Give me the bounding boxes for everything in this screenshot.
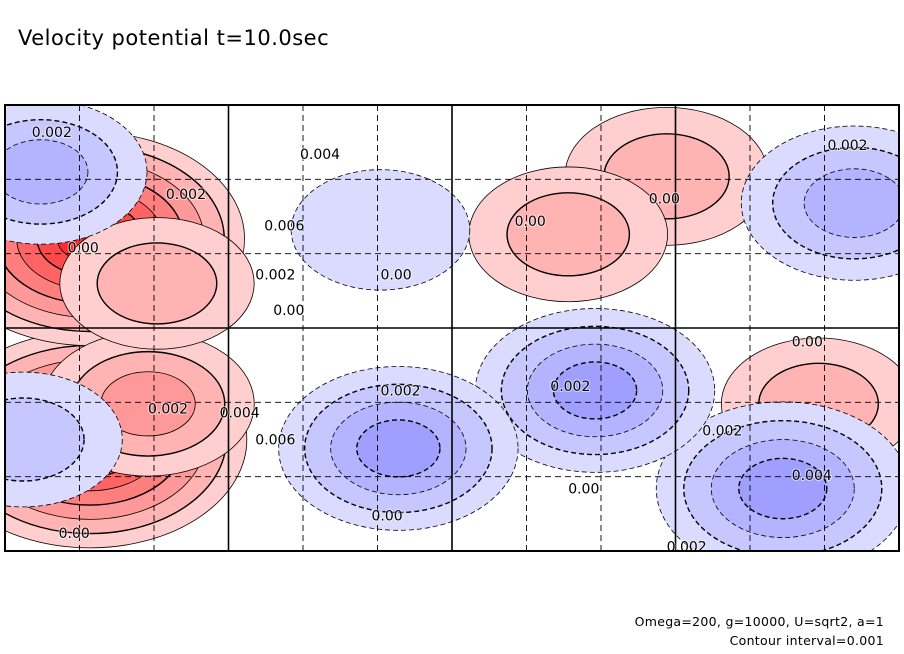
contour-label: 0.00 — [568, 482, 599, 498]
contour-band-negative-12-2 — [5, 397, 85, 482]
chart-title: Velocity potential t=10.0sec — [18, 26, 330, 50]
contour-label: 0.002 — [381, 383, 421, 399]
footer: Omega=200, g=10000, U=sqrt2, a=1 Contour… — [635, 612, 884, 650]
contour-label: 0.00 — [59, 526, 90, 542]
plot-frame — [4, 104, 900, 552]
contour-label: 0.002 — [828, 138, 868, 154]
footer-interval: Contour interval=0.001 — [729, 633, 884, 648]
contour-label: 0.004 — [220, 406, 260, 422]
contour-band-negative-9-4 — [356, 419, 441, 478]
contour-band-negative-10-3 — [803, 168, 899, 238]
contour-label: 0.00 — [515, 214, 546, 230]
contour-label: 0.002 — [550, 379, 590, 395]
contour-label: 0.002 — [32, 125, 72, 141]
contour-label: 0.002 — [166, 187, 206, 203]
contour-label: 0.002 — [667, 540, 707, 556]
contour-band-negative-7-4 — [738, 457, 828, 520]
contour-band-negative-13-1 — [290, 169, 471, 291]
contour-label: 0.002 — [255, 268, 295, 284]
contour-label: 0.00 — [68, 241, 99, 257]
contour-label: 0.004 — [300, 147, 340, 163]
contour-label: 0.00 — [792, 334, 823, 350]
contour-band-positive-3-2 — [96, 242, 218, 325]
contour-band-positive-5-2 — [506, 192, 631, 277]
contour-label: 0.002 — [702, 424, 742, 440]
contour-label: 0.006 — [264, 218, 304, 234]
contour-label: 0.002 — [148, 401, 188, 417]
footer-params: Omega=200, g=10000, U=sqrt2, a=1 — [634, 614, 884, 629]
contour-label: 0.00 — [273, 303, 304, 319]
contour-label: 0.00 — [372, 508, 403, 524]
contour-band-negative-11-3 — [5, 139, 89, 205]
contour-band-negative-8-4 — [552, 361, 638, 420]
contour-label: 0.00 — [381, 268, 412, 284]
contour-label: 0.006 — [255, 433, 295, 449]
contour-label: 0.004 — [792, 468, 832, 484]
contour-label: 0.00 — [649, 192, 680, 208]
grid-layer — [5, 105, 899, 551]
